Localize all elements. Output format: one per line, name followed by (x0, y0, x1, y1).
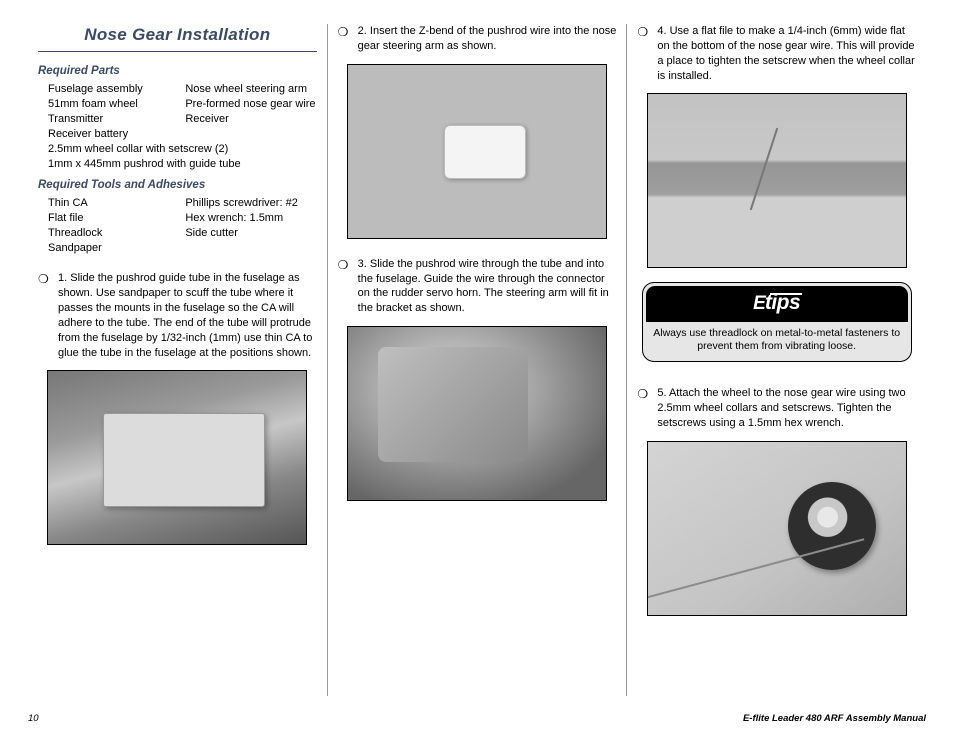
column-3: ❍ 4. Use a flat file to make a 1/4-inch … (626, 24, 926, 696)
checkbox-icon: ❍ (338, 24, 358, 54)
tool-item: Side cutter (185, 226, 316, 241)
required-tools-list: Thin CA Phillips screwdriver: #2 Flat fi… (38, 196, 317, 255)
step-3: ❍ 3. Slide the pushrod wire through the … (338, 257, 617, 316)
e-tips-logo-e: E (753, 293, 765, 314)
required-parts-heading: Required Parts (38, 64, 317, 80)
step-text: 1. Slide the pushrod guide tube in the f… (58, 271, 317, 360)
section-title: Nose Gear Installation (38, 24, 317, 52)
page-columns: Nose Gear Installation Required Parts Fu… (28, 24, 926, 696)
part-item: 2.5mm wheel collar with setscrew (2) (48, 142, 317, 157)
step-5-photo (647, 441, 907, 616)
part-item: Fuselage assembly (48, 82, 179, 97)
step-2-photo (347, 64, 607, 239)
checkbox-icon: ❍ (637, 386, 657, 431)
step-4: ❍ 4. Use a flat file to make a 1/4-inch … (637, 24, 916, 83)
step-4-photo (647, 93, 907, 268)
step-text: 5. Attach the wheel to the nose gear wir… (657, 386, 916, 431)
part-item: 1mm x 445mm pushrod with guide tube (48, 157, 317, 172)
step-text: 4. Use a flat file to make a 1/4-inch (6… (657, 24, 916, 83)
required-parts-list: Fuselage assembly Nose wheel steering ar… (38, 82, 317, 171)
checkbox-icon: ❍ (38, 271, 58, 360)
e-tips-callout: Etips Always use threadlock on metal-to-… (642, 282, 912, 362)
step-text: 3. Slide the pushrod wire through the tu… (358, 257, 617, 316)
checkbox-icon: ❍ (637, 24, 657, 83)
required-tools-heading: Required Tools and Adhesives (38, 178, 317, 194)
part-item: Receiver (185, 112, 316, 127)
step-1: ❍ 1. Slide the pushrod guide tube in the… (38, 271, 317, 360)
part-item: Pre-formed nose gear wire (185, 97, 316, 112)
checkbox-icon: ❍ (338, 257, 358, 316)
page-footer: 10 E-flite Leader 480 ARF Assembly Manua… (0, 713, 954, 726)
part-item: 51mm foam wheel (48, 97, 179, 112)
tool-item: Phillips screwdriver: #2 (185, 196, 316, 211)
part-item: Receiver battery (48, 127, 317, 142)
column-2: ❍ 2. Insert the Z-bend of the pushrod wi… (327, 24, 627, 696)
manual-title: E-flite Leader 480 ARF Assembly Manual (743, 713, 926, 726)
tool-item: Flat file (48, 211, 179, 226)
part-item: Nose wheel steering arm (185, 82, 316, 97)
e-tips-logo: Etips (646, 286, 908, 321)
step-5: ❍ 5. Attach the wheel to the nose gear w… (637, 386, 916, 431)
tool-item: Threadlock (48, 226, 179, 241)
column-1: Nose Gear Installation Required Parts Fu… (28, 24, 327, 696)
tool-item: Thin CA (48, 196, 179, 211)
step-3-photo (347, 326, 607, 501)
tool-item: Sandpaper (48, 241, 317, 256)
e-tips-logo-text: tips (765, 291, 800, 314)
e-tips-text: Always use threadlock on metal-to-metal … (643, 322, 911, 361)
tool-item: Hex wrench: 1.5mm (185, 211, 316, 226)
part-item: Transmitter (48, 112, 179, 127)
step-text: 2. Insert the Z-bend of the pushrod wire… (358, 24, 617, 54)
page-number: 10 (28, 713, 39, 726)
step-2: ❍ 2. Insert the Z-bend of the pushrod wi… (338, 24, 617, 54)
step-1-photo (47, 370, 307, 545)
